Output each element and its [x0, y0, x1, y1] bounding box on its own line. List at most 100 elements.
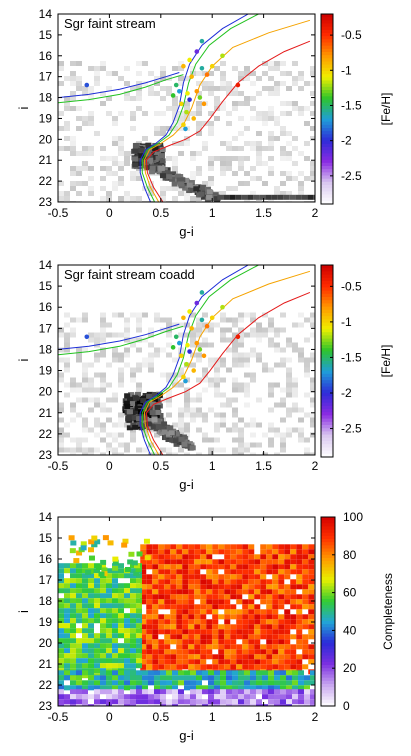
- heatmap-cell: [194, 609, 201, 615]
- heatmap-cell: [254, 614, 261, 620]
- hess-cell: [286, 392, 292, 398]
- hess-cell: [184, 407, 190, 413]
- heatmap-cell: [152, 579, 159, 585]
- hess-cell: [88, 407, 94, 413]
- hess-cell: [310, 352, 315, 358]
- hess-cell: [202, 417, 208, 423]
- hess-cell: [250, 332, 256, 338]
- hess-cell: [94, 417, 100, 423]
- hess-cell: [190, 362, 196, 368]
- heatmap-cell: [58, 623, 64, 629]
- heatmap-cell: [146, 604, 153, 610]
- heatmap-cell: [88, 555, 95, 561]
- hess-cell: [262, 71, 268, 76]
- hess-cell: [160, 347, 166, 353]
- heatmap-cell: [112, 643, 118, 649]
- hess-cell: [64, 432, 70, 438]
- heatmap-cell: [76, 675, 82, 681]
- heatmap-cell: [136, 689, 142, 695]
- hess-cell: [100, 402, 106, 408]
- heatmap-cell: [290, 644, 297, 650]
- heatmap-cell: [118, 670, 124, 676]
- hess-cell: [94, 76, 100, 81]
- heatmap-cell: [70, 653, 76, 659]
- star-point: [177, 88, 182, 94]
- heatmap-cell: [64, 583, 70, 589]
- hess-cell: [64, 392, 70, 398]
- hess-cell: [118, 166, 124, 171]
- heatmap-cell: [130, 675, 136, 681]
- heatmap-cell: [260, 574, 267, 580]
- hess-cell: [70, 151, 76, 156]
- hess-cell: [268, 66, 274, 71]
- hess-cell: [124, 191, 130, 196]
- heatmap-cell: [308, 649, 315, 655]
- hess-cell: [76, 347, 82, 353]
- heatmap-cell: [218, 544, 225, 550]
- heatmap-cell: [106, 583, 112, 589]
- heatmap-cell: [118, 653, 124, 659]
- isochrone-line: [145, 40, 311, 202]
- hess-cell: [184, 422, 190, 428]
- heatmap-cell: [242, 634, 249, 640]
- hess-cell: [244, 126, 250, 131]
- heatmap-cell: [164, 589, 171, 595]
- hess-cell: [196, 126, 202, 131]
- heatmap-cell: [308, 544, 315, 550]
- hess-cell: [286, 151, 292, 156]
- heatmap-cell: [248, 604, 255, 610]
- heatmap-cell: [260, 664, 267, 670]
- heatmap-cell: [94, 613, 100, 619]
- heatmap-cell: [100, 689, 106, 695]
- star-point: [179, 353, 184, 359]
- heatmap-cell: [182, 644, 189, 650]
- heatmap-cell: [242, 644, 249, 650]
- heatmap-cell: [238, 670, 244, 676]
- heatmap-cell: [230, 584, 237, 590]
- hess-cell: [256, 156, 262, 161]
- hess-cell: [274, 191, 280, 196]
- heatmap-cell: [298, 685, 304, 691]
- heatmap-cell: [214, 675, 220, 681]
- hess-cell: [232, 186, 238, 191]
- colorbar-segment: [321, 658, 335, 663]
- hess-cell: [238, 116, 244, 121]
- colorbar-segment: [321, 526, 335, 531]
- heatmap-cell: [302, 599, 309, 605]
- hess-cell: [70, 377, 76, 383]
- heatmap-cell: [296, 564, 303, 570]
- hess-cell: [112, 452, 118, 455]
- heatmap-cell: [200, 599, 207, 605]
- hess-cell: [268, 437, 274, 443]
- hess-cell: [100, 166, 106, 171]
- heatmap-cell: [194, 554, 201, 560]
- heatmap-cell: [136, 680, 142, 686]
- hess-cell: [232, 171, 238, 176]
- hess-cell: [136, 337, 142, 343]
- heatmap-cell: [230, 564, 237, 570]
- colorbar-segment: [321, 36, 333, 40]
- hess-cell: [292, 81, 298, 86]
- hess-cell: [136, 176, 142, 181]
- heatmap-cell: [290, 624, 297, 630]
- heatmap-cell: [278, 644, 285, 650]
- hess-cell: [58, 442, 64, 448]
- hess-cell: [198, 191, 205, 197]
- star-point: [197, 347, 203, 352]
- hess-cell: [244, 352, 250, 358]
- y-tick-label: 18: [39, 594, 53, 608]
- heatmap-cell: [76, 658, 82, 664]
- heatmap-cell: [100, 598, 106, 604]
- heatmap-cell: [188, 634, 195, 640]
- heatmap-cell: [64, 648, 70, 654]
- hess-cell: [217, 194, 224, 200]
- heatmap-cell: [272, 569, 279, 575]
- heatmap-cell: [107, 540, 114, 546]
- heatmap-cell: [140, 649, 147, 655]
- colorbar-segment: [321, 646, 335, 650]
- heatmap-cell: [106, 633, 112, 639]
- hess-cell: [292, 347, 298, 353]
- heatmap-cell: [76, 598, 82, 604]
- heatmap-cell: [286, 680, 292, 686]
- heatmap-cell: [272, 544, 279, 550]
